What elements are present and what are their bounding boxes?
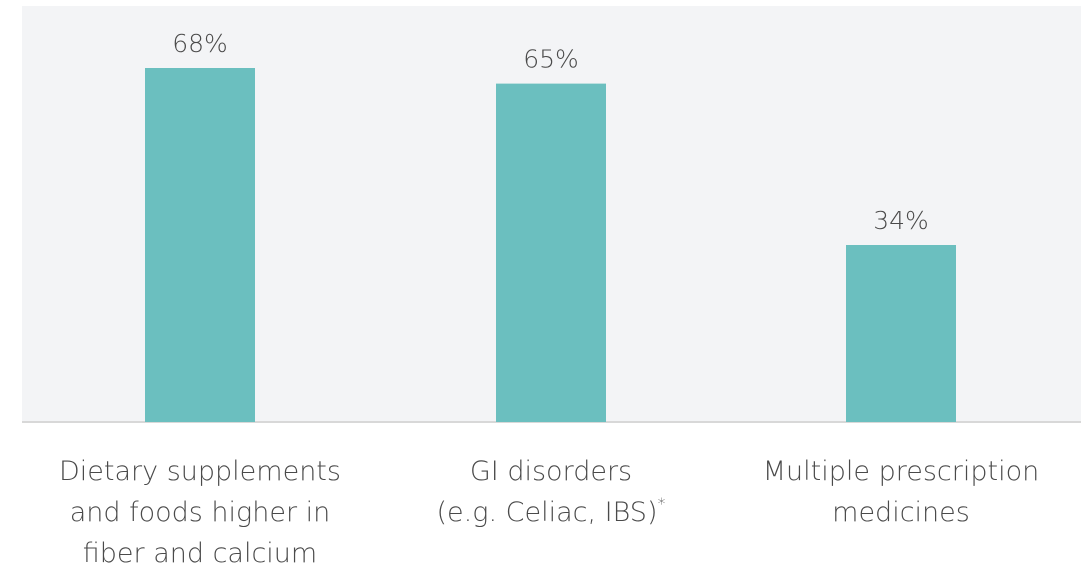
category-label-3: Multiple prescription medicines xyxy=(763,456,1039,528)
category-label-2: GI disorders (e.g. Celiac, IBS)* xyxy=(437,456,666,528)
value-labels-group: 68% 65% 34% xyxy=(172,29,929,235)
bar-2 xyxy=(496,83,606,422)
bar-1 xyxy=(145,68,255,422)
bars-group xyxy=(145,68,956,422)
value-label-2: 65% xyxy=(523,45,579,74)
footnote-marker: * xyxy=(657,494,665,513)
category-labels-group: Dietary supplements and foods higher in fi… xyxy=(59,456,1039,569)
value-label-1: 68% xyxy=(172,29,228,58)
bar-3 xyxy=(846,245,956,422)
category-label-1: Dietary supplements and foods higher in fi… xyxy=(59,456,341,569)
value-label-3: 34% xyxy=(873,206,929,235)
